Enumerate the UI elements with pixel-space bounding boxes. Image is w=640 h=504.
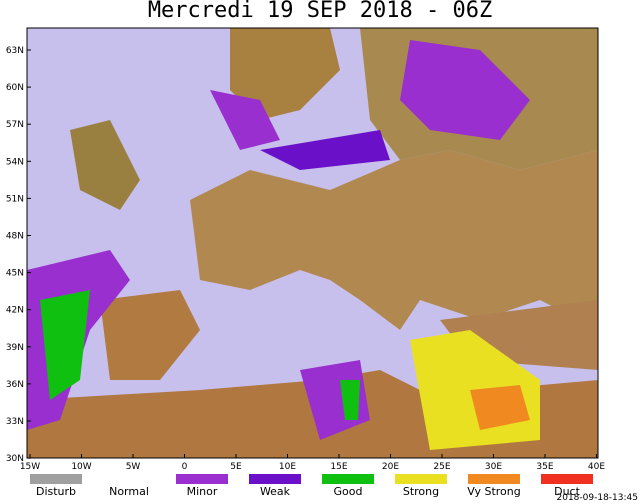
- legend-label: Normal: [109, 485, 149, 498]
- legend-swatch: [249, 474, 301, 484]
- land-britain: [70, 120, 140, 210]
- area-vy-strong: [470, 385, 530, 430]
- land-iberia: [100, 290, 200, 380]
- legend-label: Strong: [403, 485, 439, 498]
- lon-label: 15E: [330, 462, 347, 472]
- area-good: [40, 290, 90, 400]
- legend-label: Minor: [187, 485, 218, 498]
- lon-labels: 15W 10W 5W 0 5E 10E 15E 20E 25E 30E 35E 40E: [20, 454, 605, 472]
- legend: Disturb Normal Minor Weak Good Strong Vy Stron…: [30, 474, 593, 498]
- lon-label: 10E: [279, 462, 296, 472]
- lat-label: 45N: [6, 269, 24, 279]
- lat-label: 57N: [6, 120, 24, 130]
- lat-label: 36N: [6, 380, 24, 390]
- land-europe: [190, 150, 598, 330]
- map: [26, 27, 599, 459]
- lat-label: 33N: [6, 417, 24, 427]
- legend-swatch: [468, 474, 520, 484]
- land-scandinavia: [230, 28, 340, 120]
- legend-label: Weak: [260, 485, 291, 498]
- lon-label: 30E: [485, 462, 502, 472]
- area-weak: [260, 130, 390, 170]
- legend-swatch: [103, 474, 155, 484]
- area-minor: [400, 40, 530, 140]
- legend-swatch: [30, 474, 82, 484]
- timestamp: 2018-09-18-13:45: [557, 493, 639, 503]
- lat-label: 60N: [6, 83, 24, 93]
- legend-swatch: [176, 474, 228, 484]
- legend-label: Good: [334, 485, 363, 498]
- legend-swatch: [395, 474, 447, 484]
- lat-label: 51N: [6, 194, 24, 204]
- lat-labels: 63N 60N 57N 54N 51N 48N 45N 42N 39N 36N 33N 30N: [6, 46, 31, 464]
- lon-label: 15W: [20, 462, 40, 472]
- lon-label: 40E: [588, 462, 605, 472]
- lon-label: 20E: [382, 462, 399, 472]
- map-title: Mercredi 19 SEP 2018 - 06Z: [148, 0, 492, 23]
- legend-label: Disturb: [36, 485, 76, 498]
- legend-swatch: [322, 474, 374, 484]
- lon-label: 0: [182, 462, 188, 472]
- lat-label: 54N: [6, 157, 24, 167]
- lon-label: 5E: [230, 462, 242, 472]
- legend-label: Vy Strong: [467, 485, 521, 498]
- lon-label: 35E: [536, 462, 553, 472]
- legend-swatch: [541, 474, 593, 484]
- area-minor: [210, 90, 280, 150]
- lat-label: 30N: [6, 454, 24, 464]
- legend-label: Duct: [554, 485, 580, 498]
- lon-label: 10W: [71, 462, 91, 472]
- lon-label: 25E: [433, 462, 450, 472]
- area-good: [340, 380, 360, 420]
- lat-label: 48N: [6, 232, 24, 242]
- lat-label: 39N: [6, 343, 24, 353]
- lon-label: 5W: [126, 462, 141, 472]
- lat-label: 63N: [6, 46, 24, 56]
- map-frame: [26, 27, 599, 459]
- lat-label: 42N: [6, 306, 24, 316]
